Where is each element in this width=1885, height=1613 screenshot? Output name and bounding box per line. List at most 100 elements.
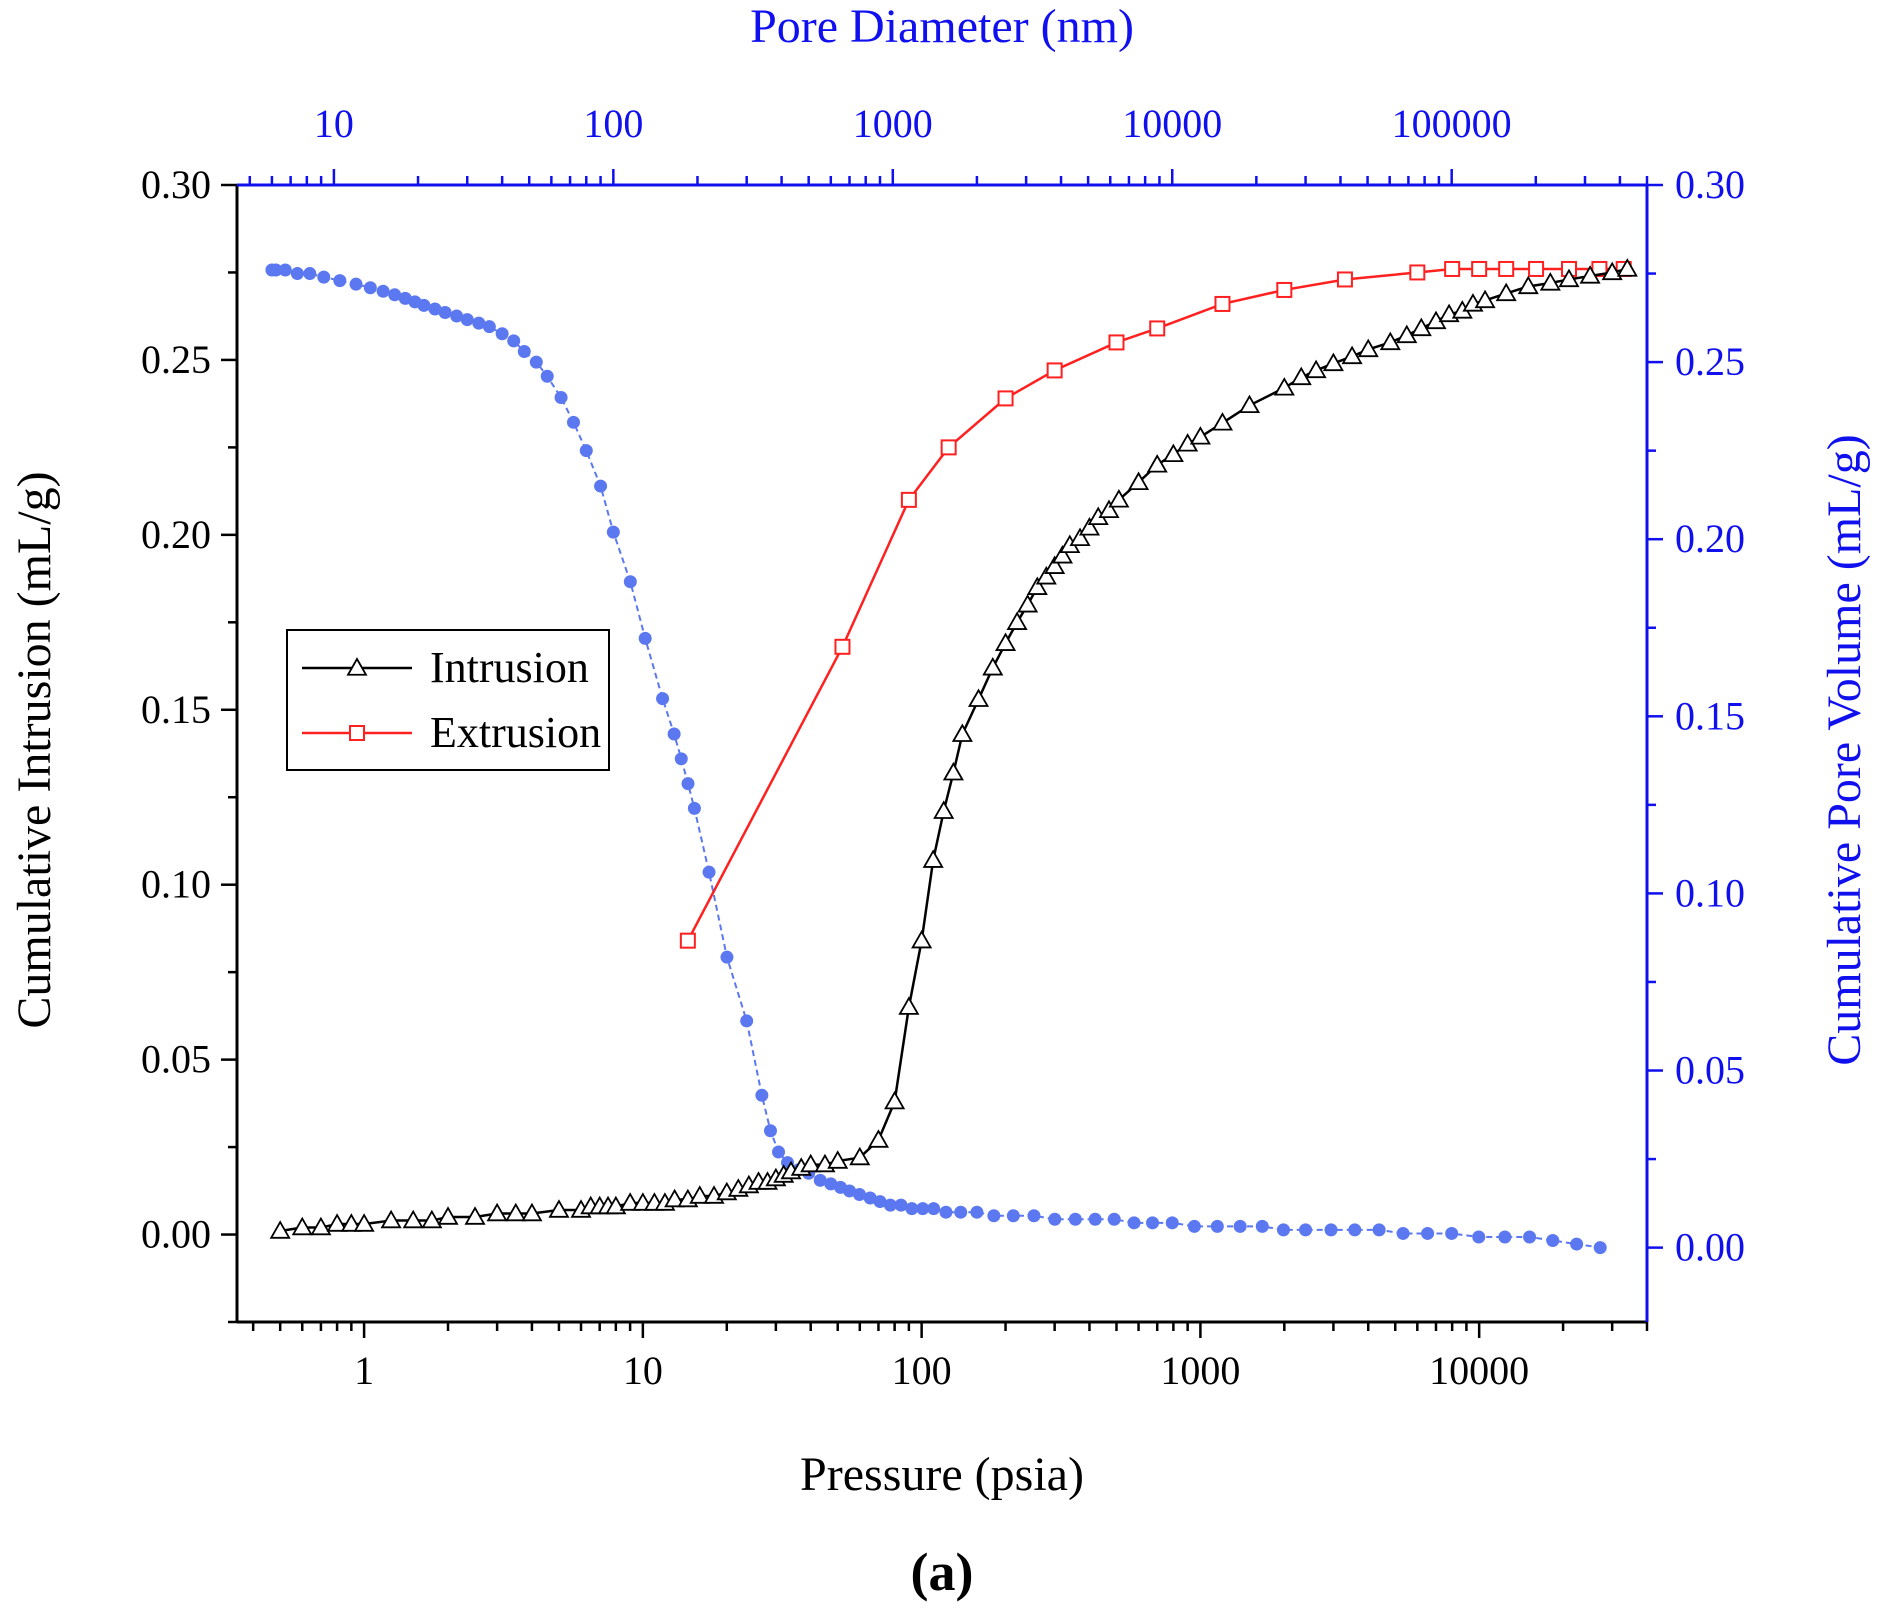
bottom-tick-label: 10000 bbox=[1429, 1348, 1529, 1393]
bottom-tick-label: 100 bbox=[892, 1348, 952, 1393]
intrusion-point bbox=[310, 1216, 332, 1236]
extrusion-point bbox=[900, 491, 917, 508]
intrusion-point bbox=[619, 1192, 641, 1211]
pore-volume-point bbox=[894, 1198, 908, 1212]
right-axis: 0.00 0.05 0.10 0.15 0.20 0.25 0.30 bbox=[1647, 162, 1745, 1270]
pore-volume-point bbox=[702, 865, 716, 879]
extrusion-point bbox=[679, 932, 696, 949]
intrusion-point bbox=[1026, 576, 1048, 595]
extrusion-point bbox=[834, 638, 851, 655]
intrusion-point bbox=[1017, 594, 1039, 613]
pore-volume-point bbox=[482, 320, 496, 334]
intrusion-point bbox=[911, 929, 933, 949]
extrusion-point bbox=[1149, 320, 1166, 337]
pore-volume-point bbox=[1348, 1223, 1362, 1237]
intrusion-point bbox=[827, 1150, 849, 1169]
intrusion-point bbox=[1290, 366, 1312, 386]
pore-volume-point bbox=[566, 415, 580, 429]
intrusion-point bbox=[1044, 555, 1066, 574]
pore-volume-point bbox=[1546, 1234, 1560, 1248]
pore-volume-point bbox=[363, 281, 377, 295]
intrusion-point bbox=[884, 1090, 906, 1110]
extrusion-point bbox=[997, 390, 1014, 407]
pore-volume-point bbox=[388, 288, 402, 302]
pore-volume-point bbox=[873, 1195, 887, 1209]
intrusion-point bbox=[1616, 258, 1638, 277]
intrusion-point bbox=[548, 1199, 570, 1218]
pore-volume-point bbox=[1593, 1241, 1607, 1255]
plot-frame bbox=[235, 183, 1649, 1324]
extrusion-point bbox=[1498, 260, 1515, 277]
pore-volume-point bbox=[1027, 1209, 1041, 1223]
intrusion-point bbox=[1341, 345, 1363, 365]
intrusion-point bbox=[521, 1202, 543, 1222]
pore-volume-point bbox=[1255, 1219, 1269, 1233]
pore-volume-point bbox=[554, 391, 568, 405]
intrusion-point bbox=[689, 1185, 711, 1204]
intrusion-point bbox=[486, 1202, 508, 1222]
top-axis: 10 100 1000 10000 100000 bbox=[248, 101, 1649, 185]
left-tick-label: 0.00 bbox=[141, 1212, 211, 1257]
left-tick-label: 0.05 bbox=[141, 1037, 211, 1082]
pore-volume-point bbox=[763, 1124, 777, 1138]
pore-volume-point bbox=[1068, 1212, 1082, 1226]
pore-volume-point bbox=[863, 1191, 877, 1205]
pore-volume-point bbox=[656, 692, 670, 706]
pore-volume-point bbox=[1523, 1230, 1537, 1244]
intrusion-point bbox=[421, 1209, 443, 1229]
intrusion-point bbox=[380, 1209, 402, 1229]
pore-volume-point bbox=[916, 1202, 930, 1216]
intrusion-point bbox=[942, 761, 964, 781]
bottom-tick-label: 1000 bbox=[1160, 1348, 1240, 1393]
intrusion-point bbox=[1558, 268, 1580, 288]
extrusion-point bbox=[1214, 295, 1231, 312]
pore-volume-point bbox=[905, 1202, 919, 1216]
pore-volume-point bbox=[1048, 1212, 1062, 1226]
top-tick-label: 100000 bbox=[1392, 101, 1512, 146]
intrusion-point bbox=[437, 1206, 459, 1225]
right-axis-title: Cumulative Pore Volume (mL/g) bbox=[1818, 434, 1871, 1066]
extrusion-point bbox=[1336, 271, 1353, 288]
right-tick-label: 0.00 bbox=[1675, 1225, 1745, 1270]
intrusion-point bbox=[922, 849, 944, 868]
pore-volume-point bbox=[1088, 1212, 1102, 1226]
pore-volume-point bbox=[460, 313, 474, 327]
bottom-tick-label: 1 bbox=[354, 1348, 374, 1393]
pore-volume-point bbox=[1006, 1209, 1020, 1223]
intrusion-point bbox=[1189, 426, 1211, 445]
pore-volume-point bbox=[852, 1187, 866, 1201]
intrusion-point bbox=[1035, 566, 1057, 585]
intrusion-point bbox=[1305, 359, 1327, 379]
series-extrusion bbox=[679, 260, 1632, 949]
legend-extrusion-label: Extrusion bbox=[430, 708, 601, 757]
pore-volume-point bbox=[772, 1145, 786, 1159]
extrusion-point bbox=[1444, 260, 1461, 277]
top-tick-label: 1000 bbox=[853, 101, 933, 146]
intrusion-point bbox=[464, 1206, 486, 1225]
pore-volume-point bbox=[954, 1205, 968, 1219]
pore-volume-point bbox=[687, 801, 701, 815]
pore-volume-point bbox=[438, 306, 452, 320]
series-intrusion bbox=[269, 258, 1638, 1239]
pore-volume-point bbox=[1421, 1226, 1435, 1240]
right-tick-label: 0.25 bbox=[1675, 339, 1745, 384]
intrusion-point bbox=[1128, 471, 1150, 491]
intrusion-point bbox=[1162, 443, 1184, 463]
intrusion-point bbox=[1069, 527, 1091, 546]
extrusion-point bbox=[1471, 260, 1488, 277]
intrusion-point bbox=[898, 996, 920, 1015]
left-axis: 0.00 0.05 0.10 0.15 0.20 0.25 0.30 bbox=[141, 162, 237, 1324]
pore-volume-point bbox=[843, 1184, 857, 1198]
pore-volume-point bbox=[720, 950, 734, 964]
pore-volume-point bbox=[303, 267, 317, 281]
right-tick-label: 0.15 bbox=[1675, 693, 1745, 738]
pore-volume-point bbox=[579, 444, 593, 458]
pore-volume-point bbox=[317, 270, 331, 284]
pore-volume-point bbox=[927, 1202, 941, 1216]
intrusion-point bbox=[1357, 338, 1379, 358]
pore-volume-point bbox=[472, 316, 486, 330]
intrusion-point bbox=[1379, 331, 1401, 351]
right-tick-label: 0.30 bbox=[1675, 162, 1745, 207]
intrusion-point bbox=[1322, 352, 1344, 372]
